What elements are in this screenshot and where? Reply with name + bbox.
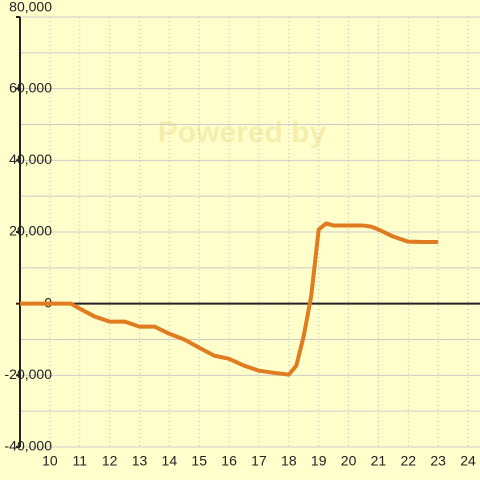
x-tick-label: 11	[72, 453, 87, 469]
x-tick-label: 13	[132, 453, 148, 469]
x-tick-label: 12	[102, 453, 118, 469]
y-tick-label: 40,000	[9, 151, 52, 167]
y-tick-label: -40,000	[5, 438, 53, 454]
x-tick-label: 20	[341, 453, 357, 469]
y-tick-label: -20,000	[5, 366, 53, 382]
watermark: Powered by	[158, 116, 327, 149]
y-tick-label: 80,000	[9, 0, 52, 15]
x-tick-label: 18	[281, 453, 297, 469]
x-tick-label: 16	[221, 453, 237, 469]
line	[20, 221, 439, 377]
x-tick-label: 23	[430, 453, 446, 469]
y-tick-label: 60,000	[9, 79, 52, 95]
x-tick-label: 21	[371, 453, 387, 469]
x-tick-label: 22	[401, 453, 417, 469]
y-tick-label: 20,000	[9, 223, 52, 239]
x-tick-label: 10	[42, 453, 58, 469]
x-tick-label: 14	[162, 453, 178, 469]
x-tick-label: 24	[460, 453, 476, 469]
x-tick-label: 15	[191, 453, 207, 469]
x-tick-label: 17	[251, 453, 267, 469]
x-tick-label: 19	[311, 453, 327, 469]
